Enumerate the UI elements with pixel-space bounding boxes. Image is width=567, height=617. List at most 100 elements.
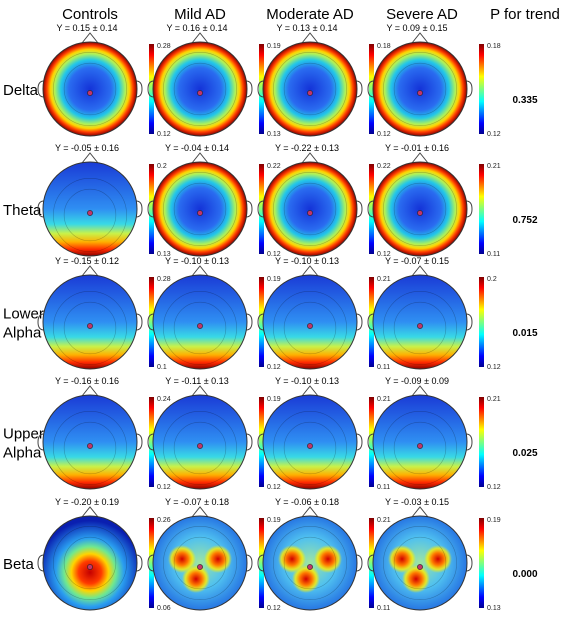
left-ear-outline: [257, 313, 265, 331]
colorbar: [149, 164, 154, 254]
colorbar-min-label: 0.13: [487, 605, 501, 612]
nose-outline: [81, 385, 99, 397]
colorbar-min-label: 0.11: [377, 484, 390, 491]
contour-line: [63, 536, 117, 590]
colorbar-min-label: 0.12: [267, 364, 281, 371]
contour-line: [53, 526, 127, 600]
y-value-label: Y = -0.11 ± 0.13: [165, 376, 228, 386]
contour-line: [63, 421, 117, 475]
scalp-map: [262, 515, 358, 611]
band-label: Lower: [3, 306, 44, 323]
contour-line: [173, 536, 227, 590]
activity-spot: [314, 545, 342, 573]
colorbar-min-label: 0.12: [267, 605, 281, 612]
colorbar: [259, 277, 264, 367]
colorbar: [479, 397, 484, 487]
column-header: Controls: [62, 6, 118, 23]
contour-line: [53, 411, 127, 485]
y-value-label: Y = -0.05 ± 0.16: [55, 143, 119, 153]
topomap-cell: Y = 0.13 ± 0.14 0.18 0.12: [257, 23, 391, 138]
center-electrode: [197, 443, 203, 449]
center-electrode: [417, 210, 423, 216]
colorbar: [479, 518, 484, 608]
colorbar: [479, 277, 484, 367]
colorbar: [369, 397, 374, 487]
y-value-label: Y = -0.01 ± 0.16: [385, 143, 449, 153]
band-label: Upper: [3, 426, 44, 443]
colorbar-min-label: 0.12: [487, 364, 501, 371]
colorbar: [369, 44, 374, 134]
column-header: Severe AD: [386, 6, 458, 23]
topomap-cell: Y = -0.10 ± 0.13 0.21 0.11: [257, 256, 391, 371]
colorbar-min-label: 0.12: [377, 131, 391, 138]
nose-outline: [411, 265, 429, 277]
left-ear-outline: [37, 200, 45, 218]
y-value-label: Y = -0.15 ± 0.12: [55, 256, 119, 266]
contour-line: [163, 52, 237, 126]
topomap-cell: Y = -0.06 ± 0.18 0.21 0.11: [257, 497, 391, 612]
right-ear-outline: [135, 313, 143, 331]
y-value-label: Y = -0.07 ± 0.15: [385, 256, 449, 266]
activity-spot: [388, 545, 416, 573]
right-ear-outline: [465, 554, 473, 572]
nose-outline: [301, 32, 319, 44]
left-ear-outline: [367, 554, 375, 572]
left-ear-outline: [257, 80, 265, 98]
colorbar-max-label: 0.21: [377, 396, 391, 403]
colorbar-min-label: 0.11: [377, 605, 390, 612]
contour-line: [393, 421, 447, 475]
left-ear-outline: [37, 313, 45, 331]
y-value-label: Y = -0.10 ± 0.13: [275, 256, 339, 266]
scalp-map: [42, 394, 138, 490]
y-value-label: Y = -0.22 ± 0.13: [275, 143, 339, 153]
colorbar-min-label: 0.1: [157, 364, 167, 371]
nose-outline: [191, 385, 209, 397]
left-ear-outline: [367, 200, 375, 218]
scalp-map: [372, 161, 468, 257]
colorbar: [369, 277, 374, 367]
center-electrode: [307, 210, 313, 216]
scalp-map: [152, 161, 248, 257]
contour-line: [273, 411, 347, 485]
colorbar-max-label: 0.21: [377, 276, 391, 283]
contour-line: [163, 526, 237, 600]
colorbar-max-label: 0.21: [377, 517, 391, 524]
colorbar-max-label: 0.2: [487, 276, 497, 283]
nose-outline: [81, 506, 99, 518]
contour-line: [63, 62, 117, 116]
column-header: Moderate AD: [266, 6, 354, 23]
column-headers: Controls Mild AD Moderate AD Severe AD P for…: [62, 6, 560, 23]
contour-line: [163, 291, 237, 365]
y-value-label: Y = -0.09 ± 0.09: [385, 376, 449, 386]
colorbar-min-label: 0.13: [157, 251, 171, 258]
contour-line: [173, 62, 227, 116]
y-value-label: Y = -0.07 ± 0.18: [165, 497, 229, 507]
right-ear-outline: [465, 80, 473, 98]
colorbar: [149, 518, 154, 608]
activity-spot: [292, 565, 320, 593]
right-ear-outline: [465, 200, 473, 218]
topomap-cell: Y = -0.20 ± 0.19 0.26 0.06: [37, 497, 171, 612]
contour-line: [393, 182, 447, 236]
topomap-cell: Y = -0.22 ± 0.13 0.22 0.12: [257, 143, 391, 258]
contour-line: [63, 188, 117, 242]
colorbar-min-label: 0.13: [267, 131, 281, 138]
y-value-label: Y = -0.20 ± 0.19: [55, 497, 119, 507]
colorbar-max-label: 0.19: [487, 517, 501, 524]
right-ear-outline: [355, 200, 363, 218]
colorbar-min-label: 0.12: [157, 484, 171, 491]
scalp-map: [152, 41, 248, 137]
nose-outline: [81, 152, 99, 164]
left-ear-outline: [147, 433, 155, 451]
center-electrode: [417, 564, 423, 570]
nose-outline: [301, 506, 319, 518]
contour-line: [393, 301, 447, 355]
center-electrode: [307, 443, 313, 449]
topomap-cell: Y = -0.16 ± 0.16 0.24 0.12: [37, 376, 171, 491]
colorbar-max-label: 0.26: [157, 517, 171, 524]
nose-outline: [81, 32, 99, 44]
right-ear-outline: [135, 80, 143, 98]
colorbar: [479, 164, 484, 254]
topomap-cell: Y = -0.10 ± 0.13 0.19 0.12: [147, 256, 281, 371]
center-electrode: [197, 90, 203, 96]
